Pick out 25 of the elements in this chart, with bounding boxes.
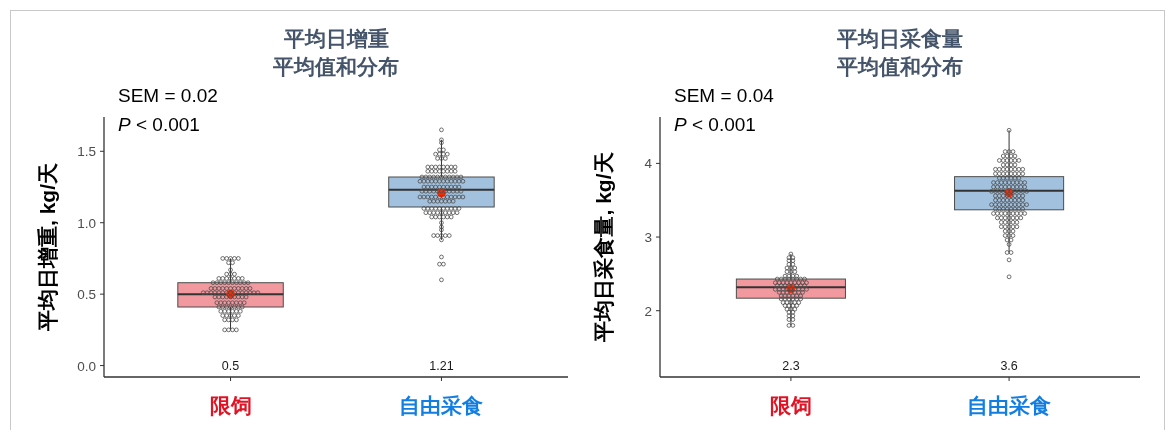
annotation: 1.21 xyxy=(429,359,454,373)
y-tick-label: 1.0 xyxy=(77,215,96,231)
text: SEM = 0.02 xyxy=(118,85,218,106)
annotation: 2.3 xyxy=(782,359,800,373)
chart-subtitle: 平均值和分布 xyxy=(836,55,963,78)
y-tick-label: 0.0 xyxy=(77,358,96,374)
annotation: P < 0.001 xyxy=(118,114,200,135)
x-tick-label: 限饲 xyxy=(209,394,252,417)
x-tick-label: 自由采食 xyxy=(967,394,1052,417)
y-tick-label: 1.5 xyxy=(77,143,96,159)
chart-subtitle: 平均值和分布 xyxy=(272,55,399,78)
y-tick-label: 3 xyxy=(644,229,652,245)
annotation: P < 0.001 xyxy=(674,114,756,135)
y-tick-label: 4 xyxy=(644,155,653,171)
y-tick-label: 0.5 xyxy=(77,286,96,302)
y-axis-title: 平均日采食量, kg/天 xyxy=(591,152,615,343)
chart-title: 平均日采食量 xyxy=(836,27,963,50)
y-tick-label: 2 xyxy=(644,303,652,319)
x-tick-label: 自由采食 xyxy=(399,394,484,417)
text: SEM = 0.04 xyxy=(674,85,775,106)
annotation: 0.5 xyxy=(221,359,240,373)
annotation: 3.6 xyxy=(1000,359,1018,373)
y-axis-title: 平均日增重, kg/天 xyxy=(35,162,59,333)
x-tick-label: 限饲 xyxy=(769,394,812,417)
chart-title: 平均日增重 xyxy=(282,27,389,50)
